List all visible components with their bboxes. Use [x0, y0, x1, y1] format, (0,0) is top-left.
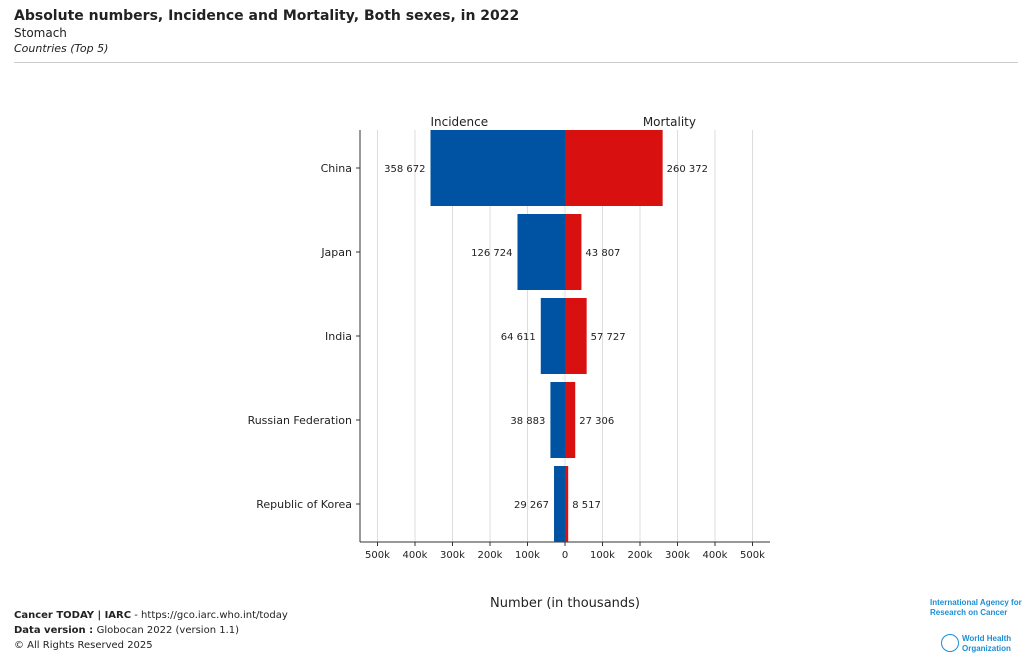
- chart-title: Absolute numbers, Incidence and Mortalit…: [14, 8, 520, 24]
- data-label-incidence: 64 611: [501, 332, 536, 343]
- x-tick-label: 500k: [365, 550, 390, 561]
- footer-version: Data version : Globocan 2022 (version 1.…: [14, 624, 239, 637]
- footer-copyright: © All Rights Reserved 2025: [14, 640, 153, 651]
- data-label-incidence: 358 672: [384, 164, 425, 175]
- x-tick-label: 500k: [740, 550, 765, 561]
- x-tick-label: 100k: [515, 550, 540, 561]
- iarc-logo: International Agency for Research on Can…: [930, 598, 1022, 617]
- divider: [14, 62, 1018, 63]
- footer-source-bold: Cancer TODAY | IARC: [14, 610, 132, 621]
- x-tick-label: 300k: [665, 550, 690, 561]
- data-label-mortality: 43 807: [585, 248, 620, 259]
- bar-mortality: [565, 298, 587, 374]
- data-label-incidence: 126 724: [471, 248, 512, 259]
- data-label-incidence: 29 267: [514, 500, 549, 511]
- bar-incidence: [517, 214, 565, 290]
- data-label-mortality: 260 372: [667, 164, 708, 175]
- data-label-mortality: 8 517: [572, 500, 601, 511]
- chart-caption: Countries (Top 5): [14, 42, 109, 55]
- bar-incidence: [550, 382, 565, 458]
- bar-mortality: [565, 130, 663, 206]
- chart-subtitle: Stomach: [14, 26, 67, 40]
- x-tick-label: 400k: [403, 550, 428, 561]
- bar-incidence: [540, 298, 565, 374]
- footer-version-label: Data version :: [14, 625, 97, 636]
- data-label-mortality: 27 306: [579, 416, 614, 427]
- who-logo: World Health Organization: [962, 634, 1012, 653]
- y-tick-label: Republic of Korea: [256, 498, 352, 511]
- x-tick-label: 100k: [590, 550, 615, 561]
- x-tick-label: 300k: [440, 550, 465, 561]
- footer-source-link[interactable]: - https://gco.iarc.who.int/today: [131, 610, 288, 621]
- bar-mortality: [565, 214, 582, 290]
- bar-mortality: [565, 466, 569, 542]
- y-tick-label: Japan: [320, 246, 352, 259]
- x-tick-label: 400k: [703, 550, 728, 561]
- bar-mortality: [565, 382, 576, 458]
- x-axis-label: Number (in thousands): [489, 596, 640, 611]
- x-tick-label: 0: [562, 550, 568, 561]
- x-tick-label: 200k: [628, 550, 653, 561]
- footer-version-value: Globocan 2022 (version 1.1): [96, 625, 240, 636]
- data-label-mortality: 57 727: [591, 332, 626, 343]
- footer-source: Cancer TODAY | IARC - https://gco.iarc.w…: [14, 609, 288, 622]
- y-tick-label: China: [321, 162, 352, 175]
- data-label-incidence: 38 883: [510, 416, 545, 427]
- series-label-incidence: Incidence: [430, 115, 488, 129]
- series-label-mortality: Mortality: [643, 115, 696, 129]
- bar-incidence: [554, 466, 565, 542]
- y-tick-label: India: [325, 330, 352, 343]
- bar-incidence: [430, 130, 565, 206]
- who-emblem-icon: [941, 634, 959, 652]
- y-tick-label: Russian Federation: [248, 414, 352, 427]
- x-tick-label: 200k: [478, 550, 503, 561]
